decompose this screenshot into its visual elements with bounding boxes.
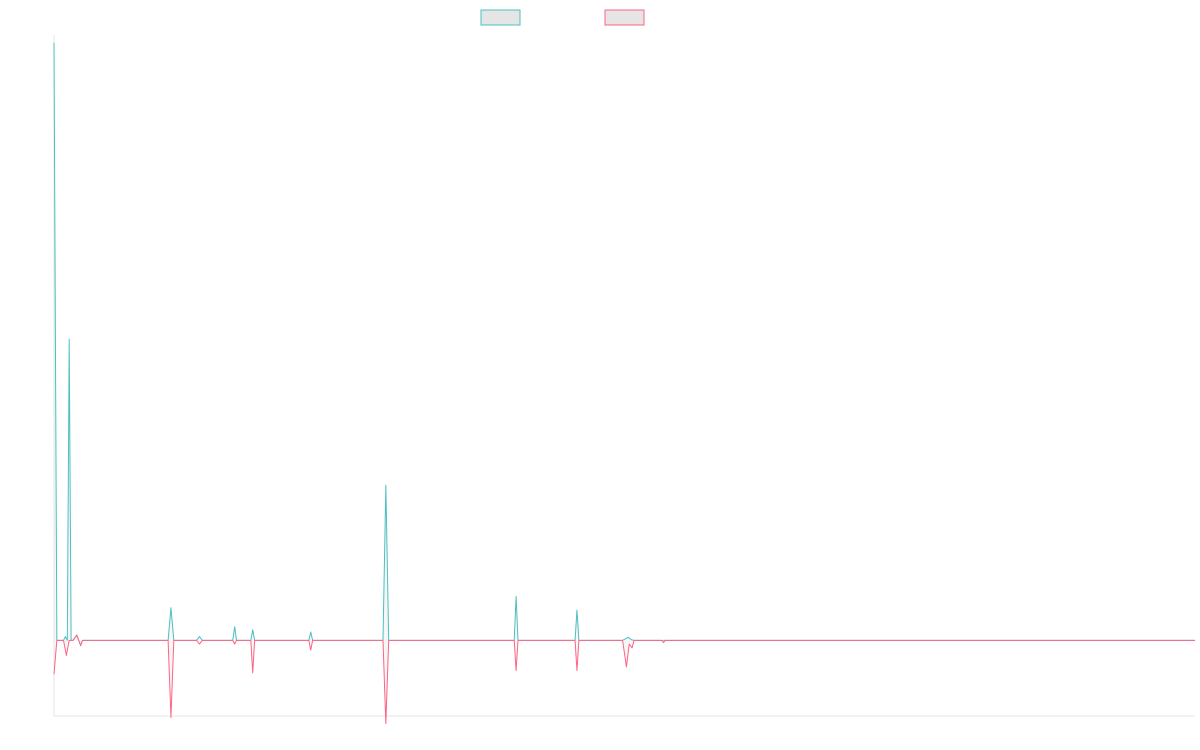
series-2-area [54,635,1195,724]
plot-area [53,42,1195,725]
series-1-area [54,42,1195,646]
axes [53,35,1195,717]
series-2-line [53,634,1195,725]
series-1-line [53,42,1195,647]
legend-swatch-1[interactable] [480,9,521,26]
legend-swatch-2[interactable] [604,9,645,26]
legend [480,9,645,26]
